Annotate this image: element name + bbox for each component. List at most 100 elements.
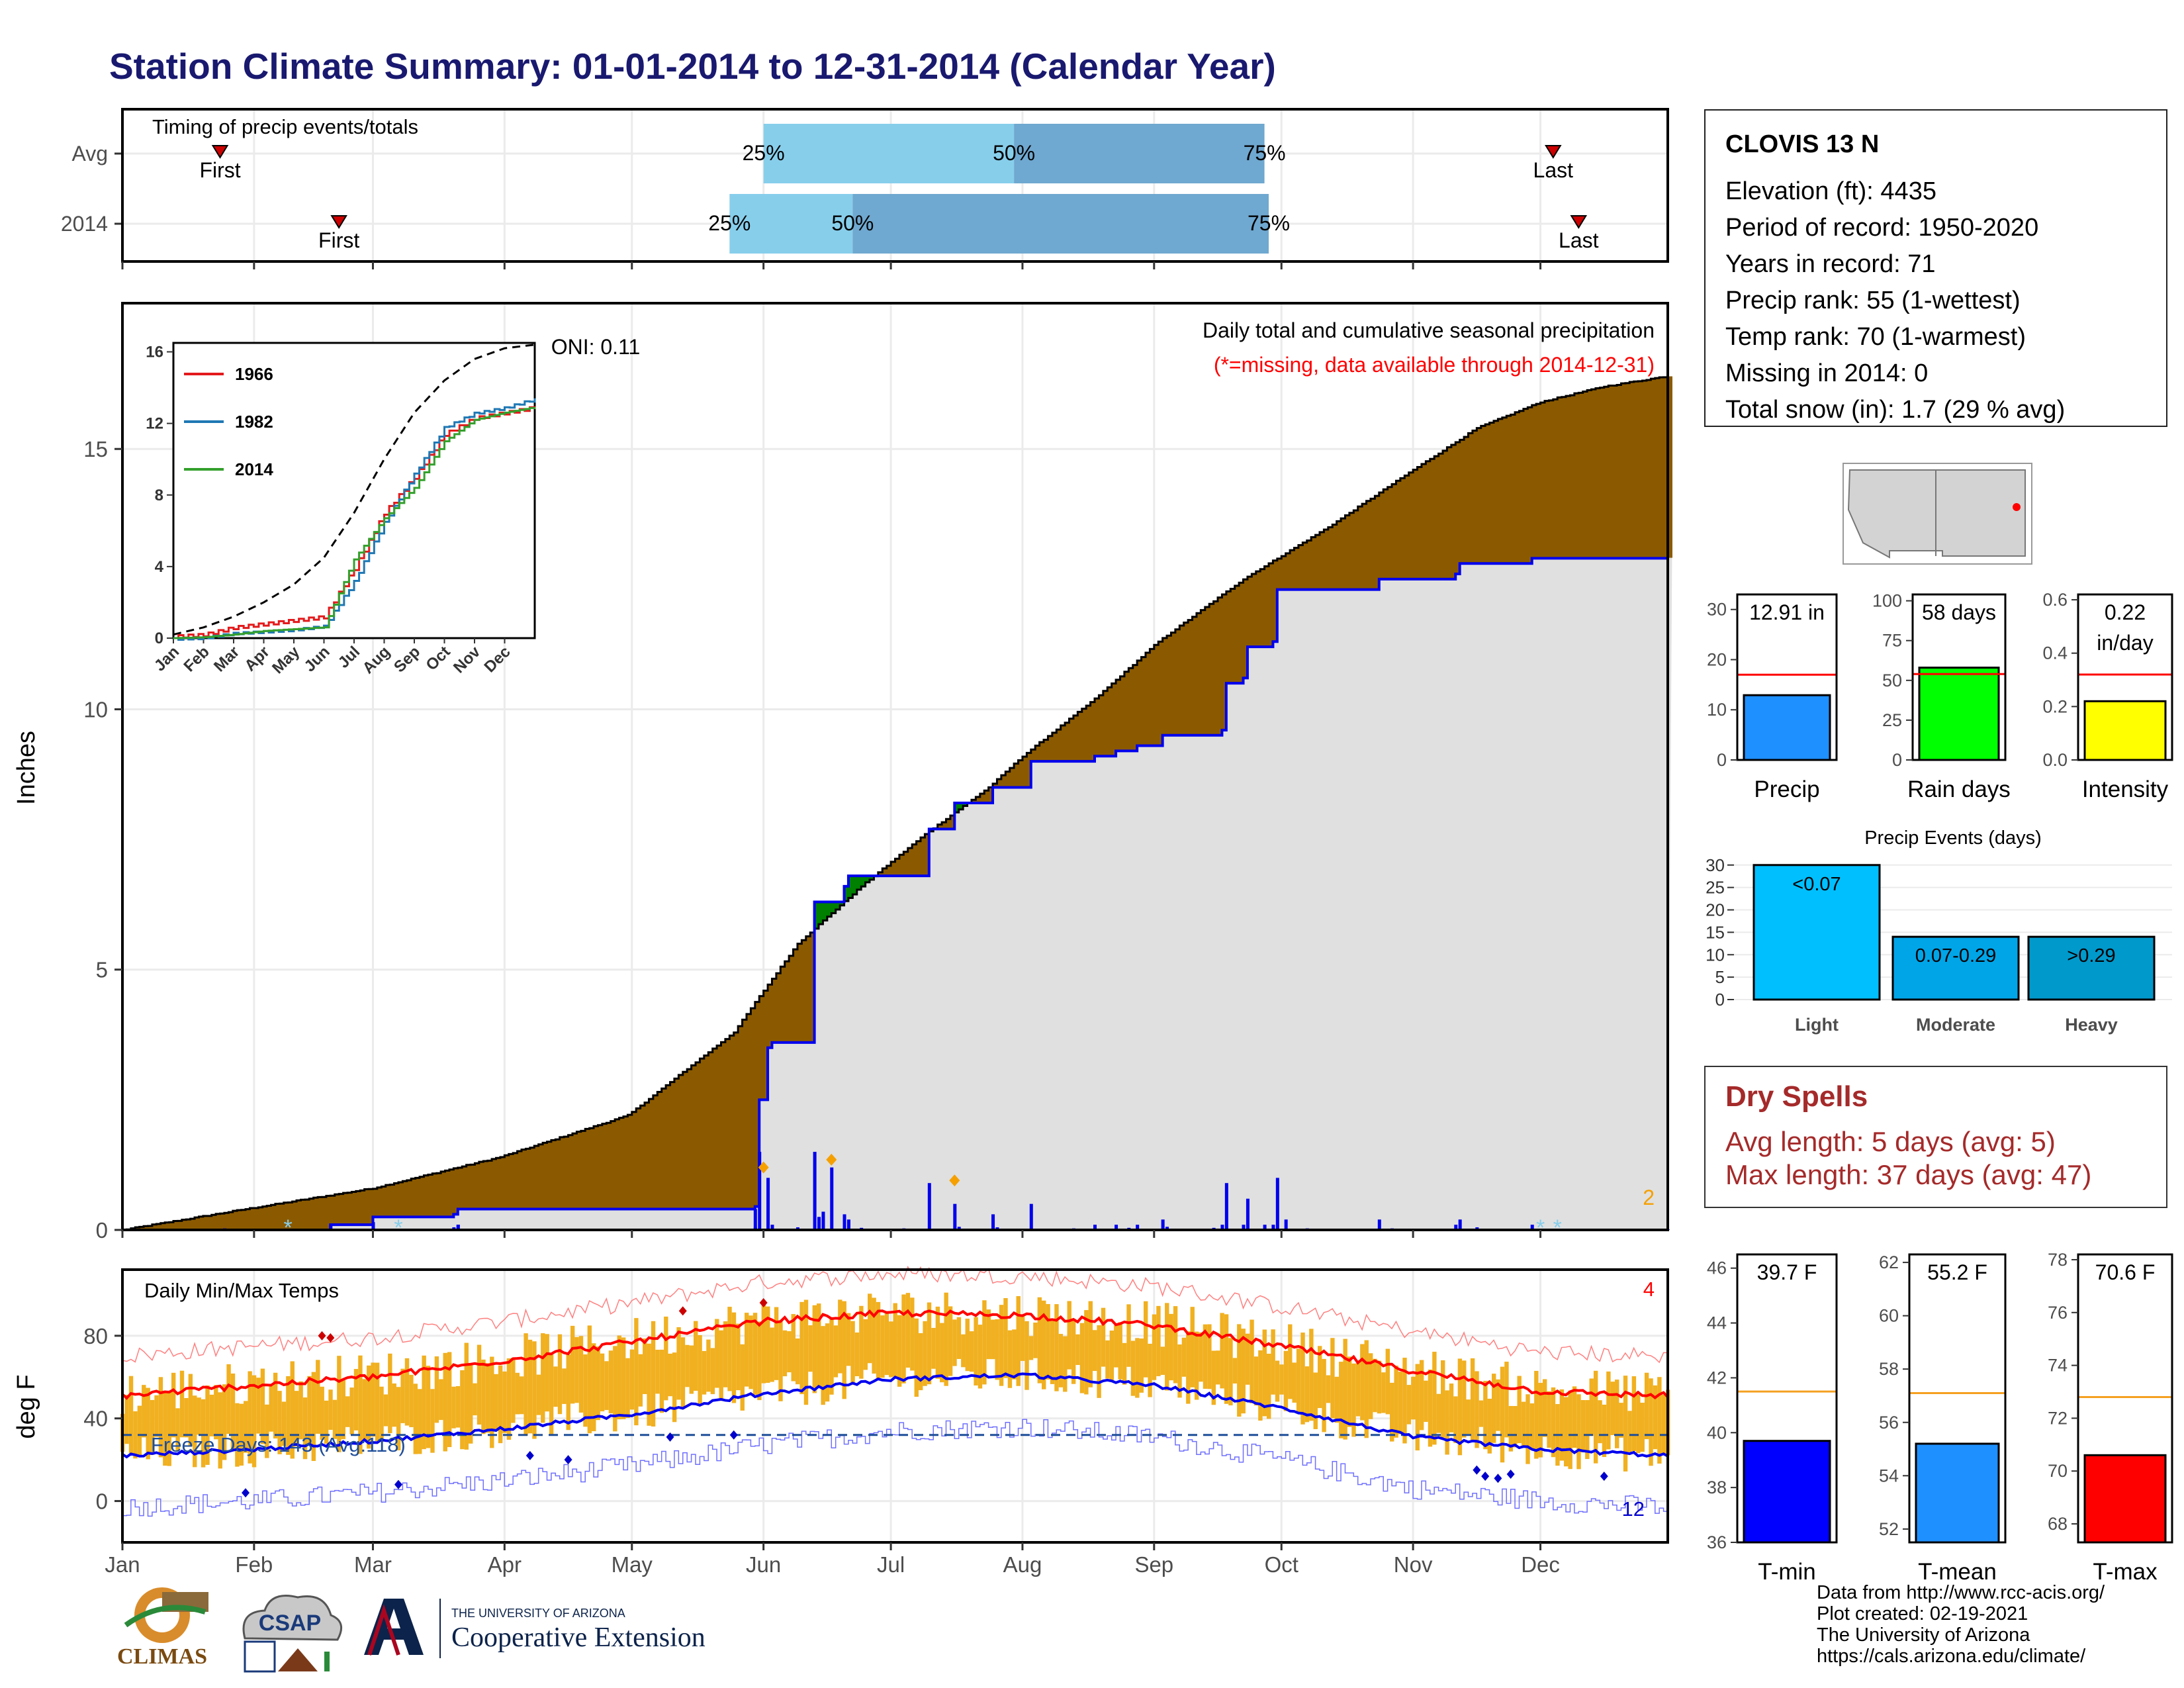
- daily-temp-bar: [685, 1344, 690, 1387]
- daily-temp-bar: [1250, 1319, 1254, 1403]
- precip-ytick-label: 10: [83, 697, 108, 722]
- temp-summary-t-min-bar: [1743, 1440, 1831, 1544]
- daily-precip-bar: [1284, 1219, 1288, 1230]
- daily-temp-bar: [469, 1363, 473, 1444]
- daily-temp-bar: [927, 1302, 932, 1385]
- daily-temp-bar: [795, 1338, 800, 1385]
- temp-summary-t-max-ytick-label: 74: [2048, 1356, 2068, 1376]
- daily-temp-bar: [1296, 1348, 1301, 1413]
- daily-temp-bar: [137, 1405, 142, 1457]
- daily-temp-bar: [880, 1315, 885, 1378]
- daily-temp-bar: [761, 1300, 766, 1383]
- daily-temp-bar: [1054, 1304, 1059, 1391]
- daily-temp-bar: [1067, 1301, 1071, 1370]
- daily-temp-bar: [150, 1399, 155, 1455]
- month-label: Dec: [1521, 1552, 1560, 1577]
- page-title: Station Climate Summary: 01-01-2014 to 1…: [109, 46, 1276, 87]
- daily-temp-bar: [1309, 1329, 1314, 1421]
- daily-temp-bar: [494, 1374, 498, 1431]
- daily-temp-bar: [643, 1338, 647, 1394]
- daily-temp-bar: [1156, 1305, 1161, 1376]
- timing-p75-label: 75%: [1248, 211, 1290, 235]
- daily-temp-bar: [1135, 1338, 1140, 1398]
- daily-temp-bar: [931, 1328, 936, 1369]
- daily-temp-bar: [1483, 1380, 1488, 1450]
- daily-temp-bar: [1636, 1394, 1641, 1454]
- daily-temp-bar: [808, 1325, 813, 1372]
- daily-temp-bar: [239, 1403, 244, 1466]
- daily-temp-bar: [1390, 1382, 1394, 1442]
- daily-temp-bar: [1262, 1329, 1267, 1417]
- record-low-marker: [1473, 1465, 1481, 1475]
- daily-temp-bar: [316, 1360, 320, 1434]
- daily-temp-bar: [986, 1309, 991, 1360]
- daily-temp-bar: [1203, 1324, 1208, 1389]
- snow-marker: *: [1553, 1215, 1562, 1241]
- daily-temp-bar: [447, 1352, 452, 1448]
- daily-temp-bar: [506, 1358, 512, 1440]
- csap-logo: CSAP: [232, 1585, 347, 1681]
- daily-temp-bar: [744, 1313, 749, 1387]
- daily-temp-bar: [952, 1319, 957, 1366]
- summary-intensity-value-label: 0.22: [2105, 600, 2146, 624]
- temp-ylabel: deg F: [13, 1374, 40, 1438]
- daily-temp-bar: [1615, 1380, 1619, 1448]
- daily-temp-bar: [404, 1358, 410, 1426]
- daily-temp-bar: [1143, 1301, 1148, 1378]
- daily-temp-bar: [1194, 1331, 1199, 1400]
- ua-big-text: Cooperative Extension: [451, 1622, 705, 1653]
- daily-temp-bar: [1190, 1307, 1195, 1387]
- daily-temp-bar: [1232, 1358, 1238, 1384]
- daily-precip-bar: [1458, 1219, 1462, 1230]
- daily-precip-bar: [1093, 1225, 1097, 1230]
- daily-temp-bar: [629, 1349, 635, 1410]
- heavy-precip-marker: [758, 1161, 769, 1174]
- daily-temp-bar: [1508, 1405, 1514, 1452]
- daily-temp-bar: [1075, 1334, 1080, 1366]
- daily-temp-bar: [251, 1375, 257, 1468]
- daily-precip-bar: [758, 1152, 762, 1230]
- daily-temp-bar: [519, 1376, 524, 1415]
- daily-temp-bar: [1436, 1393, 1441, 1433]
- daily-temp-bar: [1538, 1383, 1543, 1458]
- summary-precip-ytick-label: 20: [1707, 649, 1727, 669]
- daily-temp-bar: [1551, 1387, 1556, 1458]
- daily-temp-bar: [1122, 1342, 1127, 1385]
- daily-temp-bar: [698, 1335, 702, 1405]
- daily-temp-bar: [1063, 1336, 1068, 1392]
- inset-ytick-label: 8: [155, 487, 163, 504]
- daily-temp-bar: [341, 1380, 345, 1440]
- daily-temp-bar: [842, 1301, 846, 1399]
- daily-temp-bar: [1130, 1340, 1136, 1396]
- summary-precip-ytick-label: 10: [1707, 700, 1727, 720]
- daily-temp-bar: [740, 1344, 745, 1411]
- daily-temp-bar: [481, 1359, 486, 1434]
- daily-temp-bar: [1224, 1314, 1229, 1404]
- daily-temp-bar: [1462, 1360, 1467, 1438]
- daily-temp-bar: [1169, 1313, 1173, 1381]
- daily-temp-bar: [1292, 1362, 1297, 1403]
- daily-temp-bar: [324, 1400, 329, 1444]
- ua-small-text: THE UNIVERSITY OF ARIZONA: [451, 1607, 625, 1620]
- temp-summary-t-mean-ytick-label: 56: [1879, 1413, 1899, 1432]
- temp-summary-t-min-ytick-label: 36: [1707, 1532, 1727, 1552]
- station-precip-rank: Precip rank: 55 (1-wettest): [1725, 287, 2021, 314]
- daily-temp-bar: [1058, 1334, 1064, 1387]
- daily-temp-bar: [1092, 1330, 1097, 1372]
- daily-temp-bar: [515, 1372, 520, 1415]
- daily-precip-bar: [813, 1152, 817, 1230]
- record-low-marker: [1494, 1474, 1502, 1483]
- below-average-area: [122, 376, 1673, 1231]
- daily-temp-bar: [400, 1368, 405, 1423]
- daily-temp-bar: [286, 1376, 291, 1455]
- month-label: May: [612, 1552, 653, 1577]
- daily-temp-bar: [362, 1379, 367, 1442]
- daily-temp-bar: [940, 1323, 944, 1383]
- daily-temp-bar: [1020, 1315, 1025, 1361]
- event-bar-moderate: [1891, 935, 2020, 1001]
- daily-temp-bar: [557, 1334, 563, 1415]
- timing-bar-25-50: [729, 194, 853, 254]
- timing-last-label: Last: [1559, 228, 1599, 252]
- daily-temp-bar: [371, 1362, 375, 1437]
- month-label: Jul: [877, 1552, 905, 1577]
